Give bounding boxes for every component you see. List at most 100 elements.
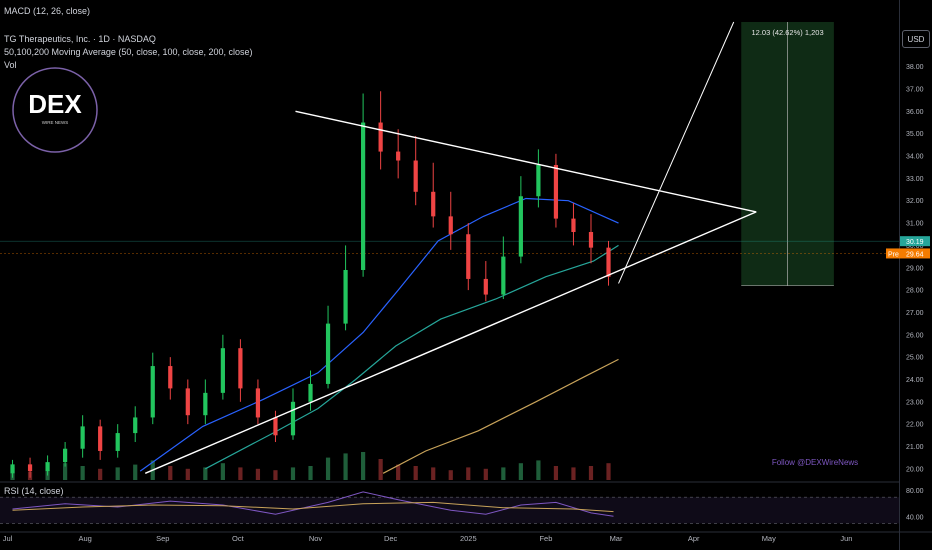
price-tick-label: 30.00 xyxy=(906,243,924,250)
time-tick-label: Dec xyxy=(384,534,398,543)
price-tick-label: 28.00 xyxy=(906,288,924,295)
price-tick-label: 34.00 xyxy=(906,154,924,161)
time-tick-label: Nov xyxy=(309,534,323,543)
candle-body xyxy=(133,417,138,434)
candle-body xyxy=(396,151,401,161)
volume-bar xyxy=(483,468,488,480)
volume-bar xyxy=(238,467,243,480)
volume-bar xyxy=(115,467,120,480)
price-tick-label: 20.00 xyxy=(906,466,924,473)
dex-logo-subtitle: WIRE NEWS xyxy=(42,120,69,125)
candle-body xyxy=(431,191,436,217)
macd-indicator-label[interactable]: MACD (12, 26, close) xyxy=(4,6,91,16)
candle-body xyxy=(378,122,383,152)
volume-bar xyxy=(588,466,594,480)
candle-body xyxy=(203,392,208,416)
time-tick-label: Mar xyxy=(610,534,623,543)
rsi-ma-line xyxy=(12,501,614,513)
candle-body xyxy=(27,464,33,472)
volume-bar xyxy=(431,467,436,480)
candle-body xyxy=(115,433,120,451)
price-tick-label: 32.00 xyxy=(906,198,924,205)
volume-bar xyxy=(606,463,611,480)
volume-bar xyxy=(80,466,85,480)
candle-body xyxy=(98,426,103,451)
time-tick-label: Jul xyxy=(3,534,13,543)
pre-price-label: Pre xyxy=(888,251,899,258)
projection-line xyxy=(618,21,735,284)
candle-body xyxy=(325,323,331,384)
candle-body xyxy=(220,348,225,393)
moving-average-line xyxy=(205,244,619,470)
volume-bar xyxy=(133,464,138,480)
price-tick-label: 25.00 xyxy=(906,355,924,362)
volume-bar xyxy=(448,470,453,480)
candle-body xyxy=(361,122,366,270)
candle-body xyxy=(290,401,296,436)
rsi-label[interactable]: RSI (14, close) xyxy=(4,486,64,496)
candle-body xyxy=(150,366,155,418)
price-tick-label: 21.00 xyxy=(906,444,924,451)
candle-body xyxy=(185,388,190,416)
chart-title: TG Therapeutics, Inc. · 1D · NASDAQ xyxy=(4,34,156,44)
candle-body xyxy=(501,256,506,295)
volume-bar xyxy=(255,468,261,480)
volume-bar xyxy=(553,466,559,480)
candle-body xyxy=(80,426,85,449)
candle-body xyxy=(448,216,453,235)
volume-bar xyxy=(290,467,296,480)
volume-bar xyxy=(536,460,541,480)
time-tick-label: Aug xyxy=(78,534,91,543)
price-tick-label: 38.00 xyxy=(906,64,924,71)
candle-body xyxy=(413,160,418,192)
price-tick-label: 27.00 xyxy=(906,310,924,317)
volume-bar xyxy=(571,467,576,480)
resistance-trendline xyxy=(295,110,757,213)
moving-average-label[interactable]: 50,100,200 Moving Average (50, close, 10… xyxy=(4,47,253,57)
price-tick-label: 29.00 xyxy=(906,265,924,272)
candle-body xyxy=(343,269,348,324)
volume-bar xyxy=(220,463,225,480)
volume-bar xyxy=(203,467,208,480)
price-tick-label: 24.00 xyxy=(906,377,924,384)
moving-average-line xyxy=(139,197,619,472)
dex-logo-text: DEX xyxy=(28,89,82,119)
volume-bar xyxy=(343,453,348,480)
last-price-badge xyxy=(900,236,930,247)
volume-bar xyxy=(98,468,103,480)
target-zone-label: 12.03 (42.62%) 1,203 xyxy=(751,28,823,37)
time-tick-label: Sep xyxy=(156,534,169,543)
volume-bar xyxy=(273,470,278,480)
candle-body xyxy=(466,234,471,279)
volume-bar xyxy=(518,463,523,480)
candle-body xyxy=(518,196,523,257)
time-tick-label: Apr xyxy=(688,534,700,543)
candle-body xyxy=(255,388,261,418)
price-tick-label: 36.00 xyxy=(906,109,924,116)
watermark-text: Follow @DEXWireNews xyxy=(772,458,858,467)
volume-label[interactable]: Vol xyxy=(4,60,17,70)
dex-logo-circle xyxy=(12,67,98,153)
price-tick-label: 37.00 xyxy=(906,87,924,94)
price-tick-label: 23.00 xyxy=(906,399,924,406)
support-trendline xyxy=(144,211,757,474)
price-tick-label: 35.00 xyxy=(906,131,924,138)
candle-body xyxy=(483,278,488,295)
volume-bar xyxy=(63,463,68,480)
volume-bar xyxy=(325,457,331,480)
candle-body xyxy=(168,366,173,389)
currency-badge[interactable]: USD xyxy=(902,30,930,48)
time-tick-label: Jun xyxy=(840,534,852,543)
candle-body xyxy=(606,247,611,277)
candle-body xyxy=(63,448,68,463)
rsi-tick-label: 40.00 xyxy=(906,514,924,521)
candle-body xyxy=(45,462,50,472)
volume-bar xyxy=(308,466,313,480)
volume-bar xyxy=(501,467,506,480)
candle-body xyxy=(238,348,243,389)
candle-body xyxy=(553,164,559,219)
time-tick-label: Feb xyxy=(539,534,552,543)
volume-bar xyxy=(185,468,190,480)
